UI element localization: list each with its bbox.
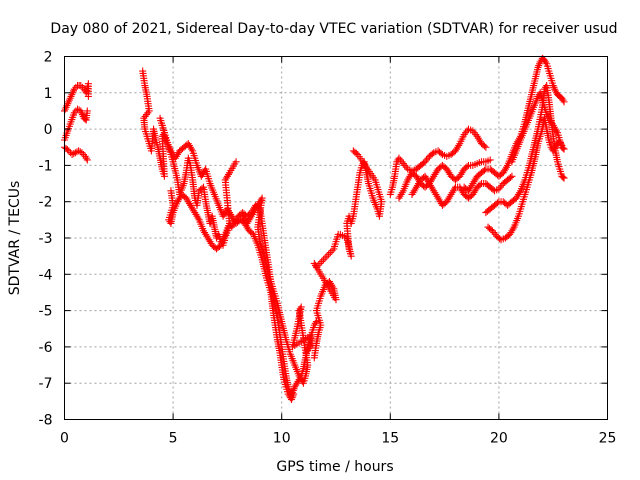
gridlines [64,56,608,420]
data-point [559,173,567,181]
series-arc-0h-upper [61,80,92,115]
data-point [74,105,82,113]
y-tick-label: 0 [44,122,53,138]
data-point [487,226,495,234]
series-arc-18h-to-23h-peak [460,54,568,195]
series-arc-0h-lower [61,143,91,164]
data-point [486,156,494,164]
series-arc-5h-to-8h-lower [165,158,240,253]
data-point [326,249,334,257]
data-point [81,115,89,123]
data-point [319,256,327,264]
series-arc-11h-to-14h-rising [310,147,386,362]
data-point [560,98,568,106]
series-arc-15h-to-20h-lower [408,172,516,209]
y-tick-label: -6 [39,340,53,356]
data-point [312,317,320,325]
y-tick-label: -3 [39,231,53,247]
data-point [304,347,312,355]
data-point [463,163,471,171]
x-tick-labels: 0 5 10 15 20 25 [60,431,616,447]
x-tick-label: 5 [169,431,178,447]
data-point [493,199,501,207]
data-point [77,82,85,90]
series-arc-15h-to-19h-upper [386,125,490,198]
data-point [560,174,568,182]
y-tick-label: -5 [39,304,53,320]
data-point [290,390,298,398]
series-arc-8h-to-10h-secondary [239,194,316,387]
y-tick-label: 1 [44,86,53,102]
data-point [420,159,428,167]
data-point [318,258,326,266]
y-tick-label: -4 [39,267,53,283]
data-point [71,149,79,157]
data-point [506,174,514,181]
data-point [428,150,436,158]
data-point [63,146,71,154]
series-arc-19h-to-23h-dip [484,114,566,244]
data-point [482,143,490,151]
data-point [78,149,86,157]
x-tick-label: 25 [599,431,617,447]
data-point [311,319,319,327]
y-tick-label: -1 [39,158,53,174]
data-point [508,172,516,180]
x-tick-label: 15 [381,431,399,447]
data-point [351,148,359,156]
x-tick-label: 20 [490,431,508,447]
data-point [476,181,484,189]
x-axis-label: GPS time / hours [276,459,393,475]
data-point [83,107,91,115]
y-tick-label: 2 [44,50,53,66]
data-point [560,145,568,153]
data-series [61,54,568,404]
data-point [349,147,357,155]
data-point [232,158,240,166]
y-tick-label: -7 [39,376,53,392]
y-axis-label: SDTVAR / TECUs [7,181,23,296]
data-point [321,254,329,262]
data-point [84,92,92,100]
series-arc-4h-to-11h-branch [160,132,298,404]
axis-ticks [64,56,608,420]
y-tick-label: -8 [39,413,53,429]
data-point [437,149,445,157]
data-point [480,142,488,150]
data-point [559,144,567,152]
data-point [480,166,488,174]
data-point [325,250,333,258]
x-tick-label: 10 [273,431,291,447]
chart-title: Day 080 of 2021, Sidereal Day-to-day VTE… [50,21,617,37]
x-tick-label: 0 [60,431,69,447]
data-point [323,252,331,260]
data-point [83,156,91,164]
series-arc-20h-to-23h-upper [508,89,568,166]
y-tick-label: -2 [39,195,53,211]
y-tick-labels: -8 -7 -6 -5 -4 -3 -2 -1 0 1 2 [39,50,53,429]
